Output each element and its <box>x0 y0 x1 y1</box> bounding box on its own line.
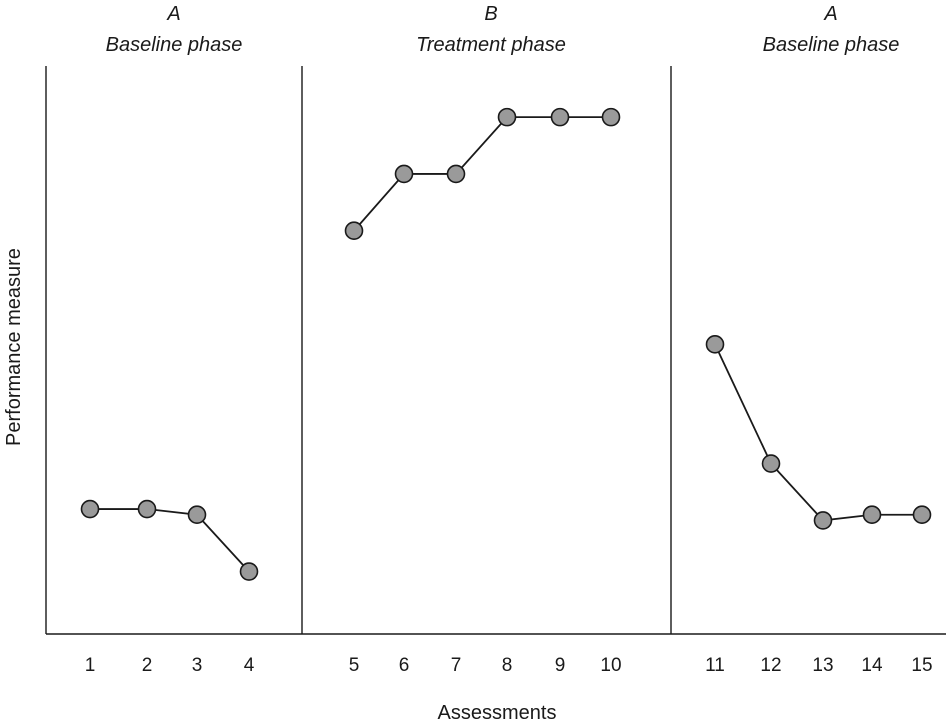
phase-name-1: Baseline phase <box>106 34 243 56</box>
phase-name-2: Treatment phase <box>416 34 566 56</box>
x-tick-label-2: 2 <box>142 655 153 676</box>
series-line-phase-3 <box>714 343 922 522</box>
data-point-13 <box>813 511 833 530</box>
x-tick-label-7: 7 <box>451 655 462 676</box>
data-point-9 <box>550 107 570 127</box>
x-tick-label-13: 13 <box>812 655 833 676</box>
x-tick-label-5: 5 <box>349 655 360 676</box>
x-tick-label-1: 1 <box>85 655 96 676</box>
data-point-1 <box>80 499 100 519</box>
phase-name-3: Baseline phase <box>763 34 900 56</box>
x-tick-label-3: 3 <box>192 655 203 676</box>
x-tick-label-14: 14 <box>861 655 883 676</box>
phase-letter-1: A <box>166 3 180 25</box>
data-point-11 <box>705 335 725 354</box>
data-point-7 <box>446 164 466 184</box>
phase-letter-2: B <box>484 3 497 25</box>
x-tick-label-10: 10 <box>600 655 621 676</box>
y-axis-label: Performance measure <box>3 248 25 446</box>
data-point-5 <box>344 221 364 241</box>
x-axis-label: Assessments <box>438 702 557 724</box>
phase-dividers <box>301 66 672 634</box>
phase-letter-3: A <box>823 3 837 25</box>
data-point-15 <box>912 505 932 525</box>
series-line-phase-2 <box>353 116 611 232</box>
x-tick-label-4: 4 <box>244 655 255 676</box>
x-tick-label-6: 6 <box>399 655 410 676</box>
x-tick-label-8: 8 <box>502 655 513 676</box>
x-tick-labels: 1 2 3 4 5 6 7 8 9 10 11 12 13 14 15 <box>85 655 933 676</box>
x-tick-label-12: 12 <box>760 655 781 676</box>
data-point-10 <box>601 107 621 127</box>
data-series <box>80 107 932 581</box>
phase-headers: A Baseline phase B Treatment phase A Baseline… <box>106 3 900 56</box>
data-point-6 <box>394 164 414 184</box>
series-line-phase-1 <box>90 508 250 573</box>
data-point-4 <box>239 562 259 581</box>
data-point-8 <box>497 107 517 127</box>
data-point-12 <box>761 454 781 473</box>
data-point-2 <box>137 499 157 519</box>
data-point-3 <box>187 505 207 525</box>
x-tick-label-11: 11 <box>705 655 725 676</box>
x-tick-label-9: 9 <box>555 655 566 676</box>
x-tick-label-15: 15 <box>911 655 932 676</box>
data-point-14 <box>862 505 882 525</box>
chart-axes <box>45 66 946 635</box>
